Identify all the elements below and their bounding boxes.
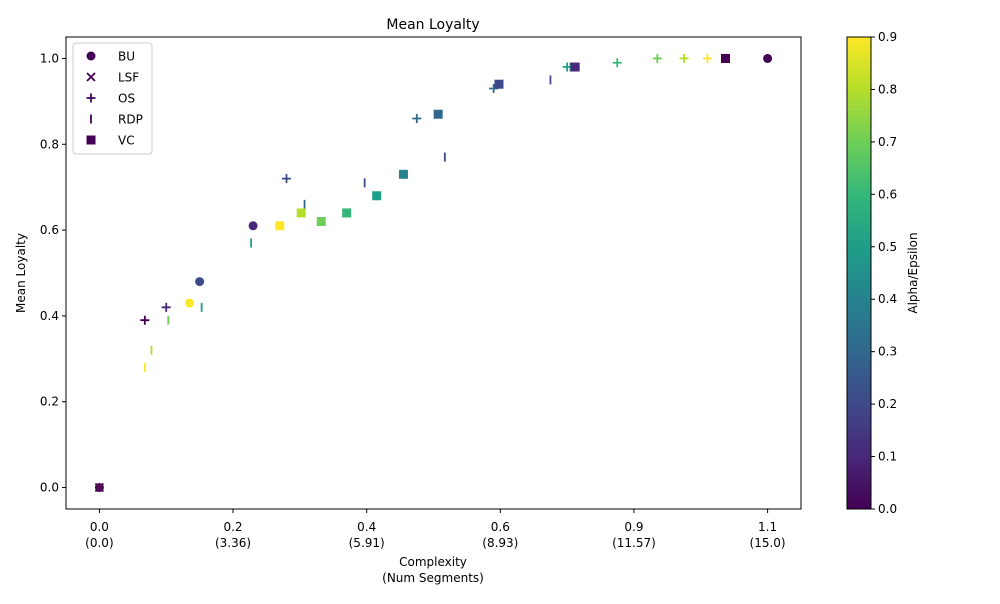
y-axis-label: Mean Loyalty <box>14 233 28 313</box>
colorbar-tick-label-3: 0.3 <box>878 345 897 359</box>
chart-title: Mean Loyalty <box>386 17 479 33</box>
y-tick-label-5: 1.0 <box>40 51 59 65</box>
x-tick-label-3: 0.6 <box>491 520 510 534</box>
point-vc-8 <box>570 62 580 72</box>
point-vc-6 <box>433 109 443 119</box>
colorbar-tick-label-9: 0.9 <box>878 30 897 44</box>
colorbar-tick-label-6: 0.6 <box>878 187 897 201</box>
x-tick-sublabel-4: (11.57) <box>612 536 656 550</box>
x-axis-label: Complexity <box>399 555 467 569</box>
x-tick-label-2: 0.4 <box>357 520 376 534</box>
point-os-0 <box>140 315 150 325</box>
colorbar-gradient <box>846 36 872 510</box>
x-tick-sublabel-1: (3.36) <box>215 536 251 550</box>
x-tick-label-5: 1.1 <box>758 520 777 534</box>
point-os-3 <box>412 114 422 124</box>
colorbar: 0.0 0.1 0.2 0.3 0.4 0.5 0.6 0.7 0.8 0.9 Alpha/Eps… <box>846 30 920 516</box>
x-axis-ticks: 0.0 (0.0) 0.2 (3.36) 0.4 (5.91) 0.6 (8.93) 0.9 (1… <box>85 509 786 550</box>
point-os-8 <box>679 53 689 63</box>
colorbar-tick-label-8: 0.8 <box>878 82 897 96</box>
point-os-7 <box>652 53 662 63</box>
x-tick-label-1: 0.2 <box>223 520 242 534</box>
point-os-6 <box>612 58 622 68</box>
point-vc-4 <box>372 191 382 201</box>
legend-label-vc: VC <box>118 134 135 148</box>
legend-label-rdp: RDP <box>118 113 143 127</box>
point-bu-2 <box>195 277 205 287</box>
x-tick-sublabel-3: (8.93) <box>482 536 518 550</box>
point-bu-4 <box>763 53 773 63</box>
point-vc-5 <box>398 169 408 179</box>
point-os-9 <box>702 53 712 63</box>
x-tick-sublabel-5: (15.0) <box>750 536 786 550</box>
x-tick-label-0: 0.0 <box>90 520 109 534</box>
colorbar-label: Alpha/Epsilon <box>906 232 920 313</box>
legend-label-lsf: LSF <box>118 71 139 85</box>
point-vc-1 <box>296 208 306 218</box>
point-os-2 <box>282 174 291 184</box>
point-lsf-1 <box>94 482 105 493</box>
point-vc-2 <box>316 217 326 227</box>
point-vc-0 <box>275 221 285 231</box>
colorbar-tick-label-5: 0.5 <box>878 240 897 254</box>
legend-label-bu: BU <box>118 50 135 64</box>
colorbar-tick-label-1: 0.1 <box>878 450 897 464</box>
x-tick-label-4: 0.9 <box>624 520 643 534</box>
y-tick-label-4: 0.8 <box>40 137 59 151</box>
point-vc-9 <box>720 53 730 63</box>
colorbar-tick-label-2: 0.2 <box>878 397 897 411</box>
x-tick-sublabel-2: (5.91) <box>349 536 385 550</box>
point-vc-7 <box>494 79 504 89</box>
data-marks <box>94 53 773 493</box>
colorbar-tick-label-0: 0.0 <box>878 502 897 516</box>
legend-marker-os <box>86 93 96 103</box>
point-vc-3 <box>342 208 352 218</box>
point-bu-3 <box>248 221 258 231</box>
colorbar-tick-label-7: 0.7 <box>878 135 897 149</box>
legend: BU LSF OS RDP VC <box>72 42 153 155</box>
legend-label-os: OS <box>118 92 135 106</box>
y-tick-label-2: 0.4 <box>40 309 59 323</box>
point-os-1 <box>161 302 171 312</box>
x-tick-sublabel-0: (0.0) <box>85 536 113 550</box>
colorbar-ticks: 0.0 0.1 0.2 0.3 0.4 0.5 0.6 0.7 0.8 0.9 <box>871 30 897 516</box>
legend-box <box>72 42 153 155</box>
legend-marker-vc <box>86 135 96 145</box>
plot-frame <box>65 36 802 510</box>
y-tick-label-1: 0.2 <box>40 395 59 409</box>
y-tick-label-3: 0.6 <box>40 223 59 237</box>
y-axis-ticks: 0.0 0.2 0.4 0.6 0.8 1.0 <box>40 51 66 495</box>
colorbar-tick-label-4: 0.4 <box>878 292 897 306</box>
point-bu-1 <box>185 298 195 308</box>
y-tick-label-0: 0.0 <box>40 481 59 495</box>
legend-marker-bu <box>86 51 96 61</box>
x-axis-sublabel: (Num Segments) <box>382 571 484 585</box>
legend-marker-lsf <box>86 72 96 82</box>
